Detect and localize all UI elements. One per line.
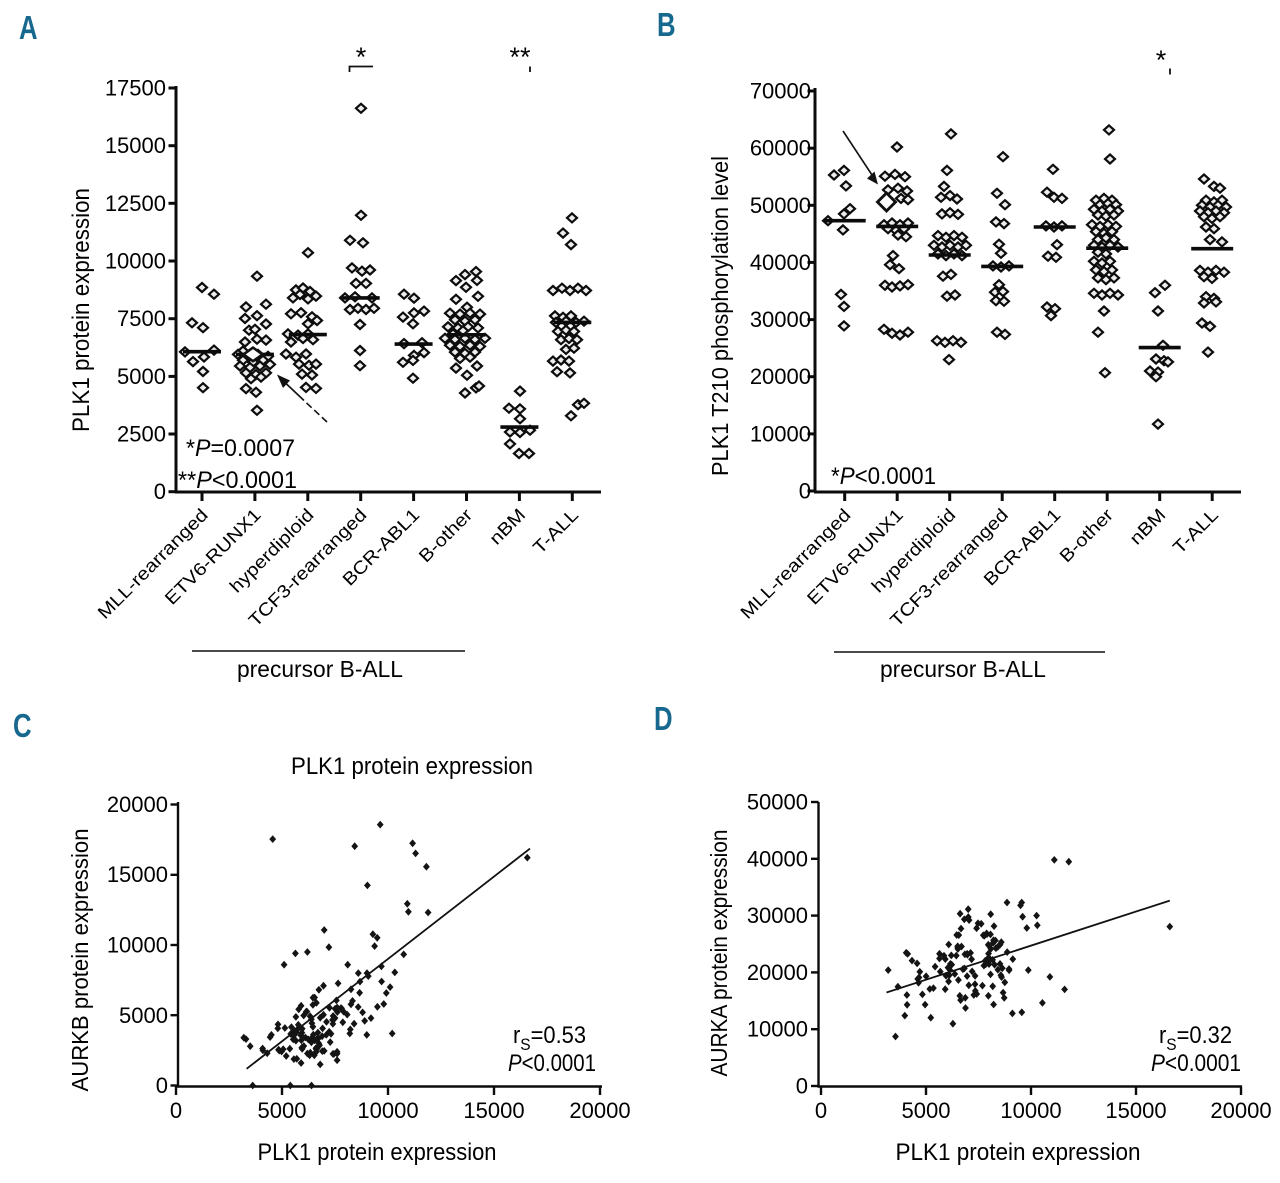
svg-text:10000: 10000 xyxy=(747,1017,808,1042)
svg-text:P<0.0001: P<0.0001 xyxy=(1151,1050,1241,1077)
svg-text:B: B xyxy=(657,7,676,44)
svg-text:**P<0.0001: **P<0.0001 xyxy=(178,467,297,494)
svg-text:rS=0.53: rS=0.53 xyxy=(513,1022,586,1054)
svg-text:PLK1 protein expression: PLK1 protein expression xyxy=(896,1139,1141,1166)
svg-text:20000: 20000 xyxy=(1210,1098,1271,1123)
svg-text:40000: 40000 xyxy=(750,250,811,275)
svg-text:PLK1 protein expression: PLK1 protein expression xyxy=(258,1139,497,1166)
svg-text:5000: 5000 xyxy=(258,1098,307,1123)
svg-text:0: 0 xyxy=(156,1073,168,1098)
svg-text:20000: 20000 xyxy=(750,364,811,389)
svg-text:0: 0 xyxy=(796,1074,808,1099)
svg-text:30000: 30000 xyxy=(747,903,808,928)
svg-text:**: ** xyxy=(509,42,531,72)
svg-text:10000: 10000 xyxy=(107,933,168,958)
svg-text:AURKA protein expression: AURKA protein expression xyxy=(706,830,732,1077)
svg-text:7500: 7500 xyxy=(117,306,166,331)
svg-text:30000: 30000 xyxy=(750,307,811,332)
svg-text:0: 0 xyxy=(799,479,811,504)
svg-text:10000: 10000 xyxy=(1000,1098,1061,1123)
svg-text:60000: 60000 xyxy=(750,136,811,161)
svg-text:2500: 2500 xyxy=(117,422,166,447)
svg-text:20000: 20000 xyxy=(747,960,808,985)
svg-text:5000: 5000 xyxy=(119,1003,168,1028)
svg-text:50000: 50000 xyxy=(750,193,811,218)
svg-text:17500: 17500 xyxy=(105,76,166,101)
svg-text:10000: 10000 xyxy=(105,249,166,274)
svg-text:*P=0.0007: *P=0.0007 xyxy=(186,435,295,462)
svg-text:10000: 10000 xyxy=(357,1098,418,1123)
svg-text:C: C xyxy=(13,708,32,745)
svg-text:0: 0 xyxy=(815,1098,827,1123)
svg-text:10000: 10000 xyxy=(750,421,811,446)
svg-text:5000: 5000 xyxy=(902,1098,951,1123)
svg-text:precursor B-ALL: precursor B-ALL xyxy=(237,656,403,682)
svg-text:20000: 20000 xyxy=(569,1098,630,1123)
svg-text:15000: 15000 xyxy=(105,133,166,158)
svg-text:50000: 50000 xyxy=(747,790,808,815)
svg-text:PLK1 protein expression: PLK1 protein expression xyxy=(68,188,95,432)
svg-text:*: * xyxy=(1156,45,1167,75)
svg-text:15000: 15000 xyxy=(107,862,168,887)
svg-text:70000: 70000 xyxy=(750,79,811,104)
svg-text:15000: 15000 xyxy=(463,1098,524,1123)
svg-text:*P<0.0001: *P<0.0001 xyxy=(831,463,936,490)
svg-text:D: D xyxy=(654,701,673,738)
svg-text:PLK1 protein expression: PLK1 protein expression xyxy=(291,753,533,780)
svg-text:P<0.0001: P<0.0001 xyxy=(508,1050,596,1077)
svg-text:5000: 5000 xyxy=(117,364,166,389)
svg-text:0: 0 xyxy=(154,479,166,504)
svg-text:12500: 12500 xyxy=(105,191,166,216)
svg-text:15000: 15000 xyxy=(1105,1098,1166,1123)
svg-text:20000: 20000 xyxy=(107,792,168,817)
svg-text:*: * xyxy=(356,42,367,72)
svg-text:0: 0 xyxy=(170,1098,182,1123)
svg-text:40000: 40000 xyxy=(747,846,808,871)
svg-text:PLK1 T210 phosphorylation leve: PLK1 T210 phosphorylation level xyxy=(707,156,733,476)
svg-text:precursor B-ALL: precursor B-ALL xyxy=(880,656,1046,682)
svg-text:A: A xyxy=(19,10,38,47)
svg-text:AURKB protein expression: AURKB protein expression xyxy=(67,829,93,1092)
